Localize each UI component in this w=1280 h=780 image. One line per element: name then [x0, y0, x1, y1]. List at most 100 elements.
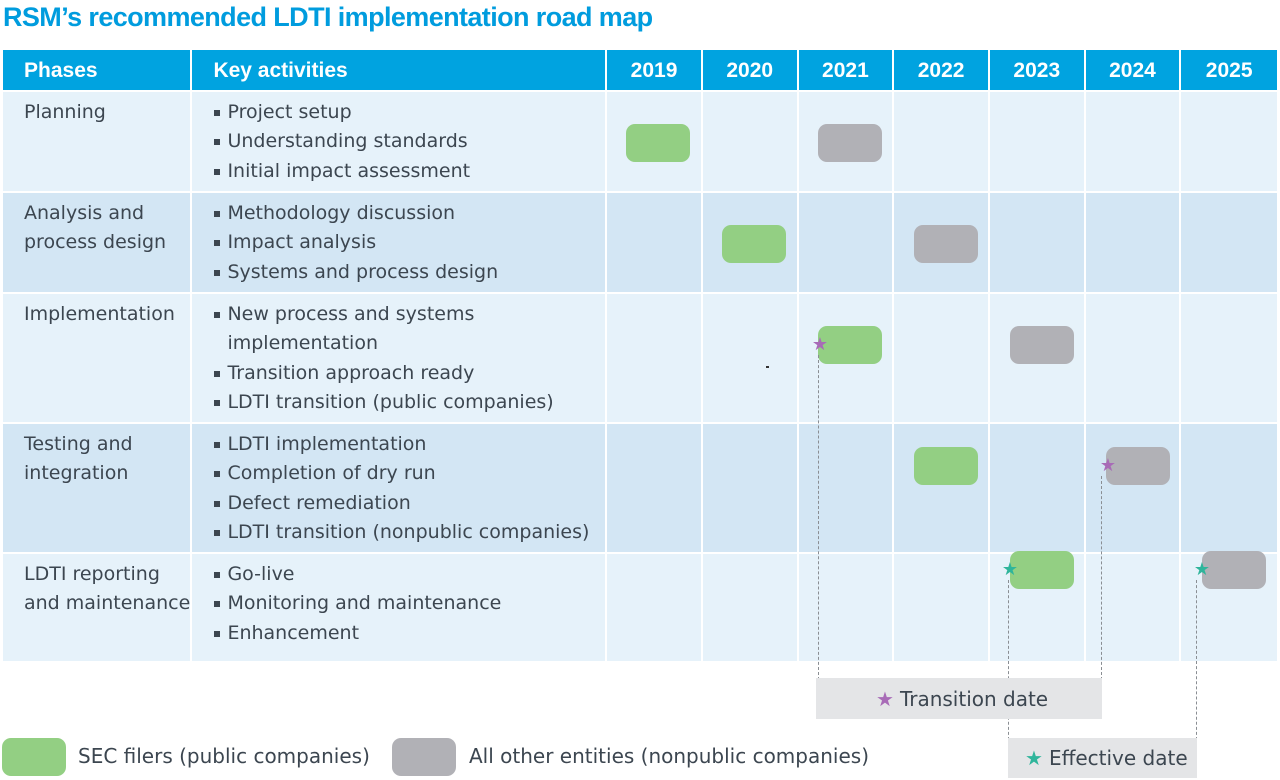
effective-date-label: Effective date	[1048, 746, 1188, 770]
legend-other-label: All other entities (nonpublic companies)	[469, 744, 869, 768]
stray-mark	[766, 366, 769, 368]
year-cell	[989, 424, 1086, 554]
year-cell	[989, 92, 1086, 193]
other-entities-bar	[818, 124, 882, 162]
header-year: 2020	[702, 50, 799, 92]
year-cell	[1085, 193, 1182, 294]
header-year: 2019	[607, 50, 703, 92]
activity-item: Go-live	[213, 560, 605, 589]
activity-item: Understanding standards	[213, 127, 605, 156]
other-entities-bar	[1010, 326, 1074, 364]
phase-row: Planning Project setup Understanding stand…	[3, 92, 1277, 193]
phase-name: Testing and integration	[3, 424, 193, 554]
year-cell	[702, 294, 799, 424]
sec-filer-bar	[818, 326, 882, 364]
activity-item: Impact analysis	[213, 228, 605, 257]
header-phases: Phases	[3, 50, 193, 92]
year-cell	[702, 424, 799, 554]
year-cell	[1181, 424, 1277, 554]
key-activities-cell: Project setup Understanding standards Init…	[192, 92, 608, 193]
activity-list: Project setup Understanding standards Init…	[213, 98, 605, 186]
effective-connector-line	[1196, 580, 1197, 740]
key-activities-cell: LDTI implementation Completion of dry run…	[192, 424, 608, 554]
year-cell	[702, 554, 799, 663]
teal-star-icon: ★	[1001, 559, 1019, 580]
year-cell	[894, 92, 990, 193]
other-entities-bar	[914, 225, 978, 263]
legend-sec-label: SEC filers (public companies)	[78, 744, 370, 768]
roadmap-table: Phases Key activities 2019 2020 2021 202…	[3, 50, 1277, 663]
activity-item: Monitoring and maintenance	[213, 589, 605, 618]
key-activities-cell: Methodology discussion Impact analysis Sys…	[192, 193, 608, 294]
purple-star-icon: ★	[811, 334, 829, 355]
year-cell	[1085, 424, 1182, 554]
teal-star-icon: ★	[1025, 746, 1043, 770]
year-cell	[1181, 92, 1277, 193]
activity-list: Methodology discussion Impact analysis Sys…	[213, 199, 605, 287]
header-year: 2021	[798, 50, 895, 92]
year-cell	[798, 424, 895, 554]
activity-list: New process and systems implementation Tr…	[213, 300, 605, 418]
phase-name: Implementation	[3, 294, 193, 424]
year-cell	[894, 424, 990, 554]
activity-item: Transition approach ready	[213, 359, 605, 388]
phase-name: Planning	[3, 92, 193, 193]
page-title: RSM’s recommended LDTI implementation ro…	[3, 2, 653, 32]
transition-connector-line	[1101, 476, 1102, 680]
sec-filer-bar	[722, 225, 786, 263]
activity-item: Defect remediation	[213, 489, 605, 518]
activity-list: Go-live Monitoring and maintenance Enhance…	[213, 560, 605, 648]
effective-connector-line	[1008, 580, 1009, 740]
activity-item: Project setup	[213, 98, 605, 127]
activity-item: Initial impact assessment	[213, 157, 605, 186]
transition-connector-line	[818, 355, 819, 680]
year-cell	[1085, 554, 1182, 663]
transition-date-callout: ★ Transition date	[816, 678, 1102, 719]
activity-item: LDTI transition (nonpublic companies)	[213, 518, 605, 547]
activity-list: LDTI implementation Completion of dry run…	[213, 430, 605, 548]
sec-filer-bar	[1010, 551, 1074, 589]
header-year: 2022	[894, 50, 990, 92]
year-cell	[989, 193, 1086, 294]
year-cell	[702, 92, 799, 193]
year-cell	[1085, 92, 1182, 193]
phase-row: Implementation New process and systems im…	[3, 294, 1277, 424]
header-year: 2024	[1085, 50, 1182, 92]
teal-star-icon: ★	[1193, 559, 1211, 580]
activity-item: Methodology discussion	[213, 199, 605, 228]
activity-item: Completion of dry run	[213, 459, 605, 488]
sec-filer-bar	[626, 124, 690, 162]
header-key-activities: Key activities	[192, 50, 608, 92]
phase-row: LDTI reporting and maintenance Go-live Mon…	[3, 554, 1277, 663]
transition-date-label: Transition date	[899, 686, 1049, 711]
legend-sec-swatch	[2, 738, 66, 776]
phase-row: Testing and integration LDTI implementati…	[3, 424, 1277, 554]
year-cell	[894, 554, 990, 663]
year-cell	[1181, 294, 1277, 424]
effective-date-callout: ★ Effective date	[1008, 738, 1197, 778]
year-cell	[607, 554, 703, 663]
year-cell	[894, 294, 990, 424]
phase-row: Analysis and process design Methodology d…	[3, 193, 1277, 294]
activity-item: LDTI implementation	[213, 430, 605, 459]
other-entities-bar	[1202, 551, 1266, 589]
other-entities-bar	[1106, 447, 1170, 485]
activity-item: Enhancement	[213, 619, 605, 648]
activity-item: LDTI transition (public companies)	[213, 388, 605, 417]
phase-name: Analysis and process design	[3, 193, 193, 294]
key-activities-cell: New process and systems implementation Tr…	[192, 294, 608, 424]
table-header: Phases Key activities 2019 2020 2021 202…	[3, 50, 1277, 92]
phase-name: LDTI reporting and maintenance	[3, 554, 193, 663]
activity-item: New process and systems implementation	[213, 300, 605, 359]
year-cell	[607, 193, 703, 294]
activity-item: Systems and process design	[213, 258, 605, 287]
year-cell	[798, 554, 895, 663]
purple-star-icon: ★	[1099, 455, 1117, 476]
legend-other-swatch	[392, 738, 456, 776]
header-year: 2025	[1181, 50, 1277, 92]
year-cell	[1181, 193, 1277, 294]
year-cell	[607, 424, 703, 554]
sec-filer-bar	[914, 447, 978, 485]
key-activities-cell: Go-live Monitoring and maintenance Enhance…	[192, 554, 608, 663]
year-cell	[1085, 294, 1182, 424]
